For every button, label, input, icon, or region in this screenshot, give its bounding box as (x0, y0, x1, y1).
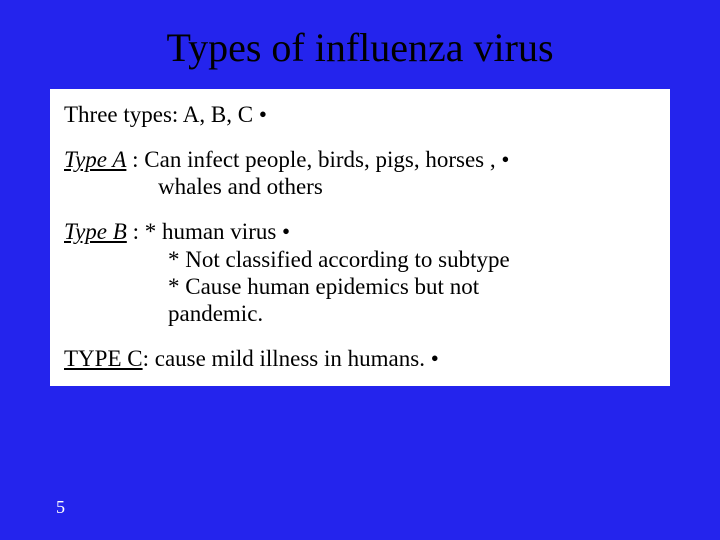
point-three-types: Three types: A, B, C • (64, 101, 656, 128)
type-c-label: TYPE C (64, 346, 143, 371)
type-a-text2: whales and others (64, 174, 323, 199)
type-b-text3: * Cause human epidemics but not (64, 274, 479, 299)
slide-number: 5 (56, 497, 65, 518)
type-b-text1: : * human virus • (127, 219, 290, 244)
type-c-text1: : cause mild illness in humans. • (143, 346, 439, 371)
slide-title: Types of influenza virus (0, 0, 720, 89)
type-b-label: Type B (64, 219, 127, 244)
type-a-text1: : Can infect people, birds, pigs, horses… (126, 147, 509, 172)
point-type-c: TYPE C: cause mild illness in humans. • (64, 345, 656, 372)
type-b-text4: pandemic. (64, 301, 263, 326)
point-type-b: Type B : * human virus • * Not classifie… (64, 218, 656, 327)
point-type-a: Type A : Can infect people, birds, pigs,… (64, 146, 656, 200)
type-b-text2: * Not classified according to subtype (64, 247, 510, 272)
type-a-label: Type A (64, 147, 126, 172)
content-area: Three types: A, B, C • Type A : Can infe… (50, 89, 670, 386)
